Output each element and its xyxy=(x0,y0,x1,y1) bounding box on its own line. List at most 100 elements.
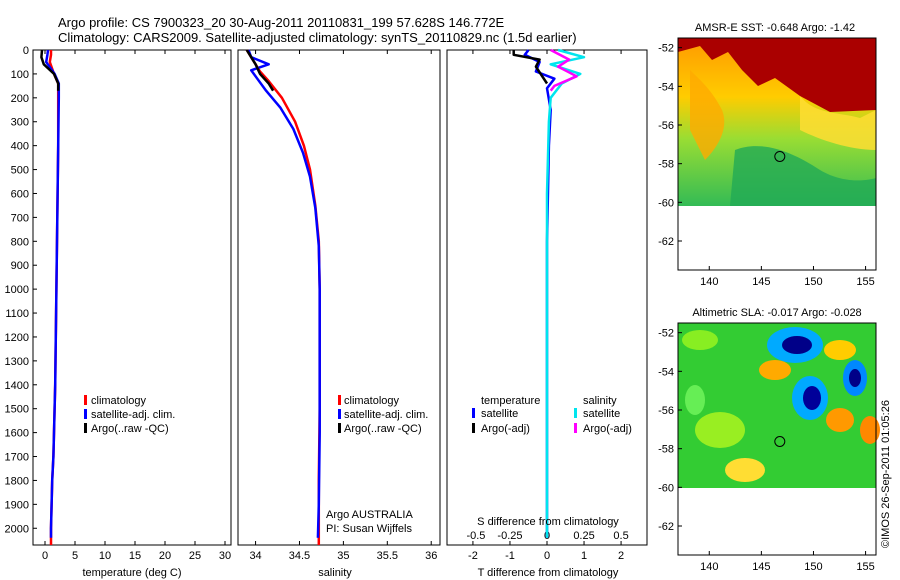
legend-swatch-climatology xyxy=(338,395,341,405)
sla-patch xyxy=(682,330,718,350)
map-y-tick-label: -62 xyxy=(658,236,674,248)
legend-label-climatology: climatology xyxy=(344,395,400,407)
map-x-tick-label: 145 xyxy=(752,561,770,573)
sla-patch xyxy=(782,336,812,354)
y-tick-label: 1100 xyxy=(5,308,29,320)
y-tick-label: 800 xyxy=(11,236,29,248)
legend-label-argo: Argo(..raw -QC) xyxy=(344,423,422,435)
difference-lines xyxy=(512,48,586,538)
legend-heading-salinity: salinity xyxy=(583,395,617,407)
salinity-annotation-line2: PI: Susan Wijffels xyxy=(326,523,412,535)
temperature-frame xyxy=(32,49,232,546)
difference-series-3 xyxy=(549,48,578,92)
temperature-legend: climatology satellite-adj. clim. Argo(..… xyxy=(84,395,175,435)
s-tick-label: 0.5 xyxy=(613,530,628,542)
sla-argo-marker xyxy=(774,436,786,447)
sla-patch xyxy=(725,458,765,482)
y-tick-label: 1300 xyxy=(5,356,29,368)
x-tick-label: -2 xyxy=(468,550,478,562)
sst-patch-yellow xyxy=(800,96,876,150)
x-tick-label: 34 xyxy=(249,550,261,562)
y-tick-label: 1500 xyxy=(5,404,29,416)
map-y-tick-label: -52 xyxy=(658,328,674,340)
y-tick-label: 600 xyxy=(11,188,29,200)
temperature-lines xyxy=(40,49,61,545)
legend-label-s-argo: Argo(-adj) xyxy=(583,423,632,435)
x-tick-label: 10 xyxy=(99,550,111,562)
sst-map-title: AMSR-E SST: -0.648 Argo: -1.42 xyxy=(695,22,855,34)
sst-patch-orange xyxy=(690,70,725,160)
sla-patch xyxy=(849,369,861,387)
sla-patch xyxy=(824,340,856,360)
map-y-tick-label: -60 xyxy=(658,197,674,209)
map-y-tick-label: -58 xyxy=(658,444,674,456)
difference-series-1 xyxy=(512,50,549,85)
x-tick-label: 0 xyxy=(544,550,550,562)
x-tick-label: 34.5 xyxy=(289,550,310,562)
y-tick-label: 400 xyxy=(11,141,29,153)
legend-swatch-argo xyxy=(84,423,87,433)
x-tick-label: 36 xyxy=(425,550,437,562)
y-tick-label: 1700 xyxy=(5,452,29,464)
temperature-series-2 xyxy=(40,49,60,91)
y-tick-label: 1200 xyxy=(5,332,29,344)
y-tick-label: 200 xyxy=(11,93,29,105)
difference-x-ticks: -2 -1 0 1 2 xyxy=(468,50,624,562)
legend-label-satellite: satellite-adj. clim. xyxy=(91,409,175,421)
salinity-frame xyxy=(237,49,441,546)
temperature-y-ticks: 0 100 200 300 400 500 600 700 800 900 1000 1100 1200… xyxy=(5,45,37,535)
legend-label-t-satellite: satellite xyxy=(481,408,518,420)
salinity-series-0 xyxy=(245,49,321,545)
y-tick-label: 1400 xyxy=(5,380,29,392)
map-x-tick-label: 140 xyxy=(700,561,718,573)
sla-map-title: Altimetric SLA: -0.017 Argo: -0.028 xyxy=(692,307,861,319)
legend-swatch-climatology xyxy=(84,395,87,405)
salinity-lines xyxy=(245,49,321,545)
legend-label-t-argo: Argo(-adj) xyxy=(481,423,530,435)
sla-patch xyxy=(803,386,821,410)
sst-map-frame xyxy=(677,37,877,271)
map-x-tick-label: 140 xyxy=(700,276,718,288)
y-tick-label: 0 xyxy=(23,45,29,57)
s-tick-label: -0.5 xyxy=(466,530,485,542)
map-y-tick-label: -60 xyxy=(658,482,674,494)
map-y-tick-label: -56 xyxy=(658,120,674,132)
y-tick-label: 1900 xyxy=(5,499,29,511)
legend-label-satellite: satellite-adj. clim. xyxy=(344,409,428,421)
y-tick-label: 700 xyxy=(11,212,29,224)
temperature-panel: 0100200300400500600700800900100011001200… xyxy=(5,45,232,579)
legend-label-s-satellite: satellite xyxy=(583,408,620,420)
legend-swatch-t-argo xyxy=(472,423,475,433)
s-tick-label: 0.25 xyxy=(573,530,594,542)
legend-swatch-t-satellite xyxy=(472,408,475,418)
x-tick-label: 5 xyxy=(72,550,78,562)
x-tick-label: 30 xyxy=(219,550,231,562)
x-tick-label: 0 xyxy=(42,550,48,562)
map-x-tick-label: 155 xyxy=(856,561,874,573)
temperature-xlabel: temperature (deg C) xyxy=(82,567,181,579)
y-tick-label: 1800 xyxy=(5,475,29,487)
x-tick-label: -1 xyxy=(505,550,515,562)
salinity-panel: 34 34.5 35 35.5 36 salinity climatology sate… xyxy=(237,49,441,579)
sla-map: Altimetric SLA: -0.017 Argo: -0.028 140 1… xyxy=(658,307,880,573)
salinity-x-ticks: 34 34.5 35 35.5 36 xyxy=(249,50,437,562)
salinity-xlabel: salinity xyxy=(318,567,352,579)
map-y-tick-label: -54 xyxy=(658,81,674,93)
temperature-x-ticks: 0 5 10 15 20 25 30 xyxy=(42,50,231,562)
sst-patch-green xyxy=(730,146,876,206)
x-tick-label: 25 xyxy=(189,550,201,562)
sst-map: AMSR-E SST: -0.648 Argo: -1.42 140 145 150… xyxy=(658,22,877,288)
difference-series-2 xyxy=(545,48,586,538)
map-y-tick-label: -56 xyxy=(658,405,674,417)
map-x-tick-label: 150 xyxy=(804,276,822,288)
sla-patch xyxy=(695,412,745,448)
map-y-tick-label: -52 xyxy=(658,43,674,55)
sla-patch xyxy=(759,360,791,380)
map-y-tick-label: -54 xyxy=(658,366,674,378)
imos-credit: ©IMOS 26-Sep-2011 01:05:26 xyxy=(880,400,892,548)
sla-patch xyxy=(685,385,705,415)
map-y-tick-label: -62 xyxy=(658,521,674,533)
map-x-tick-label: 145 xyxy=(752,276,770,288)
legend-swatch-argo xyxy=(338,423,341,433)
